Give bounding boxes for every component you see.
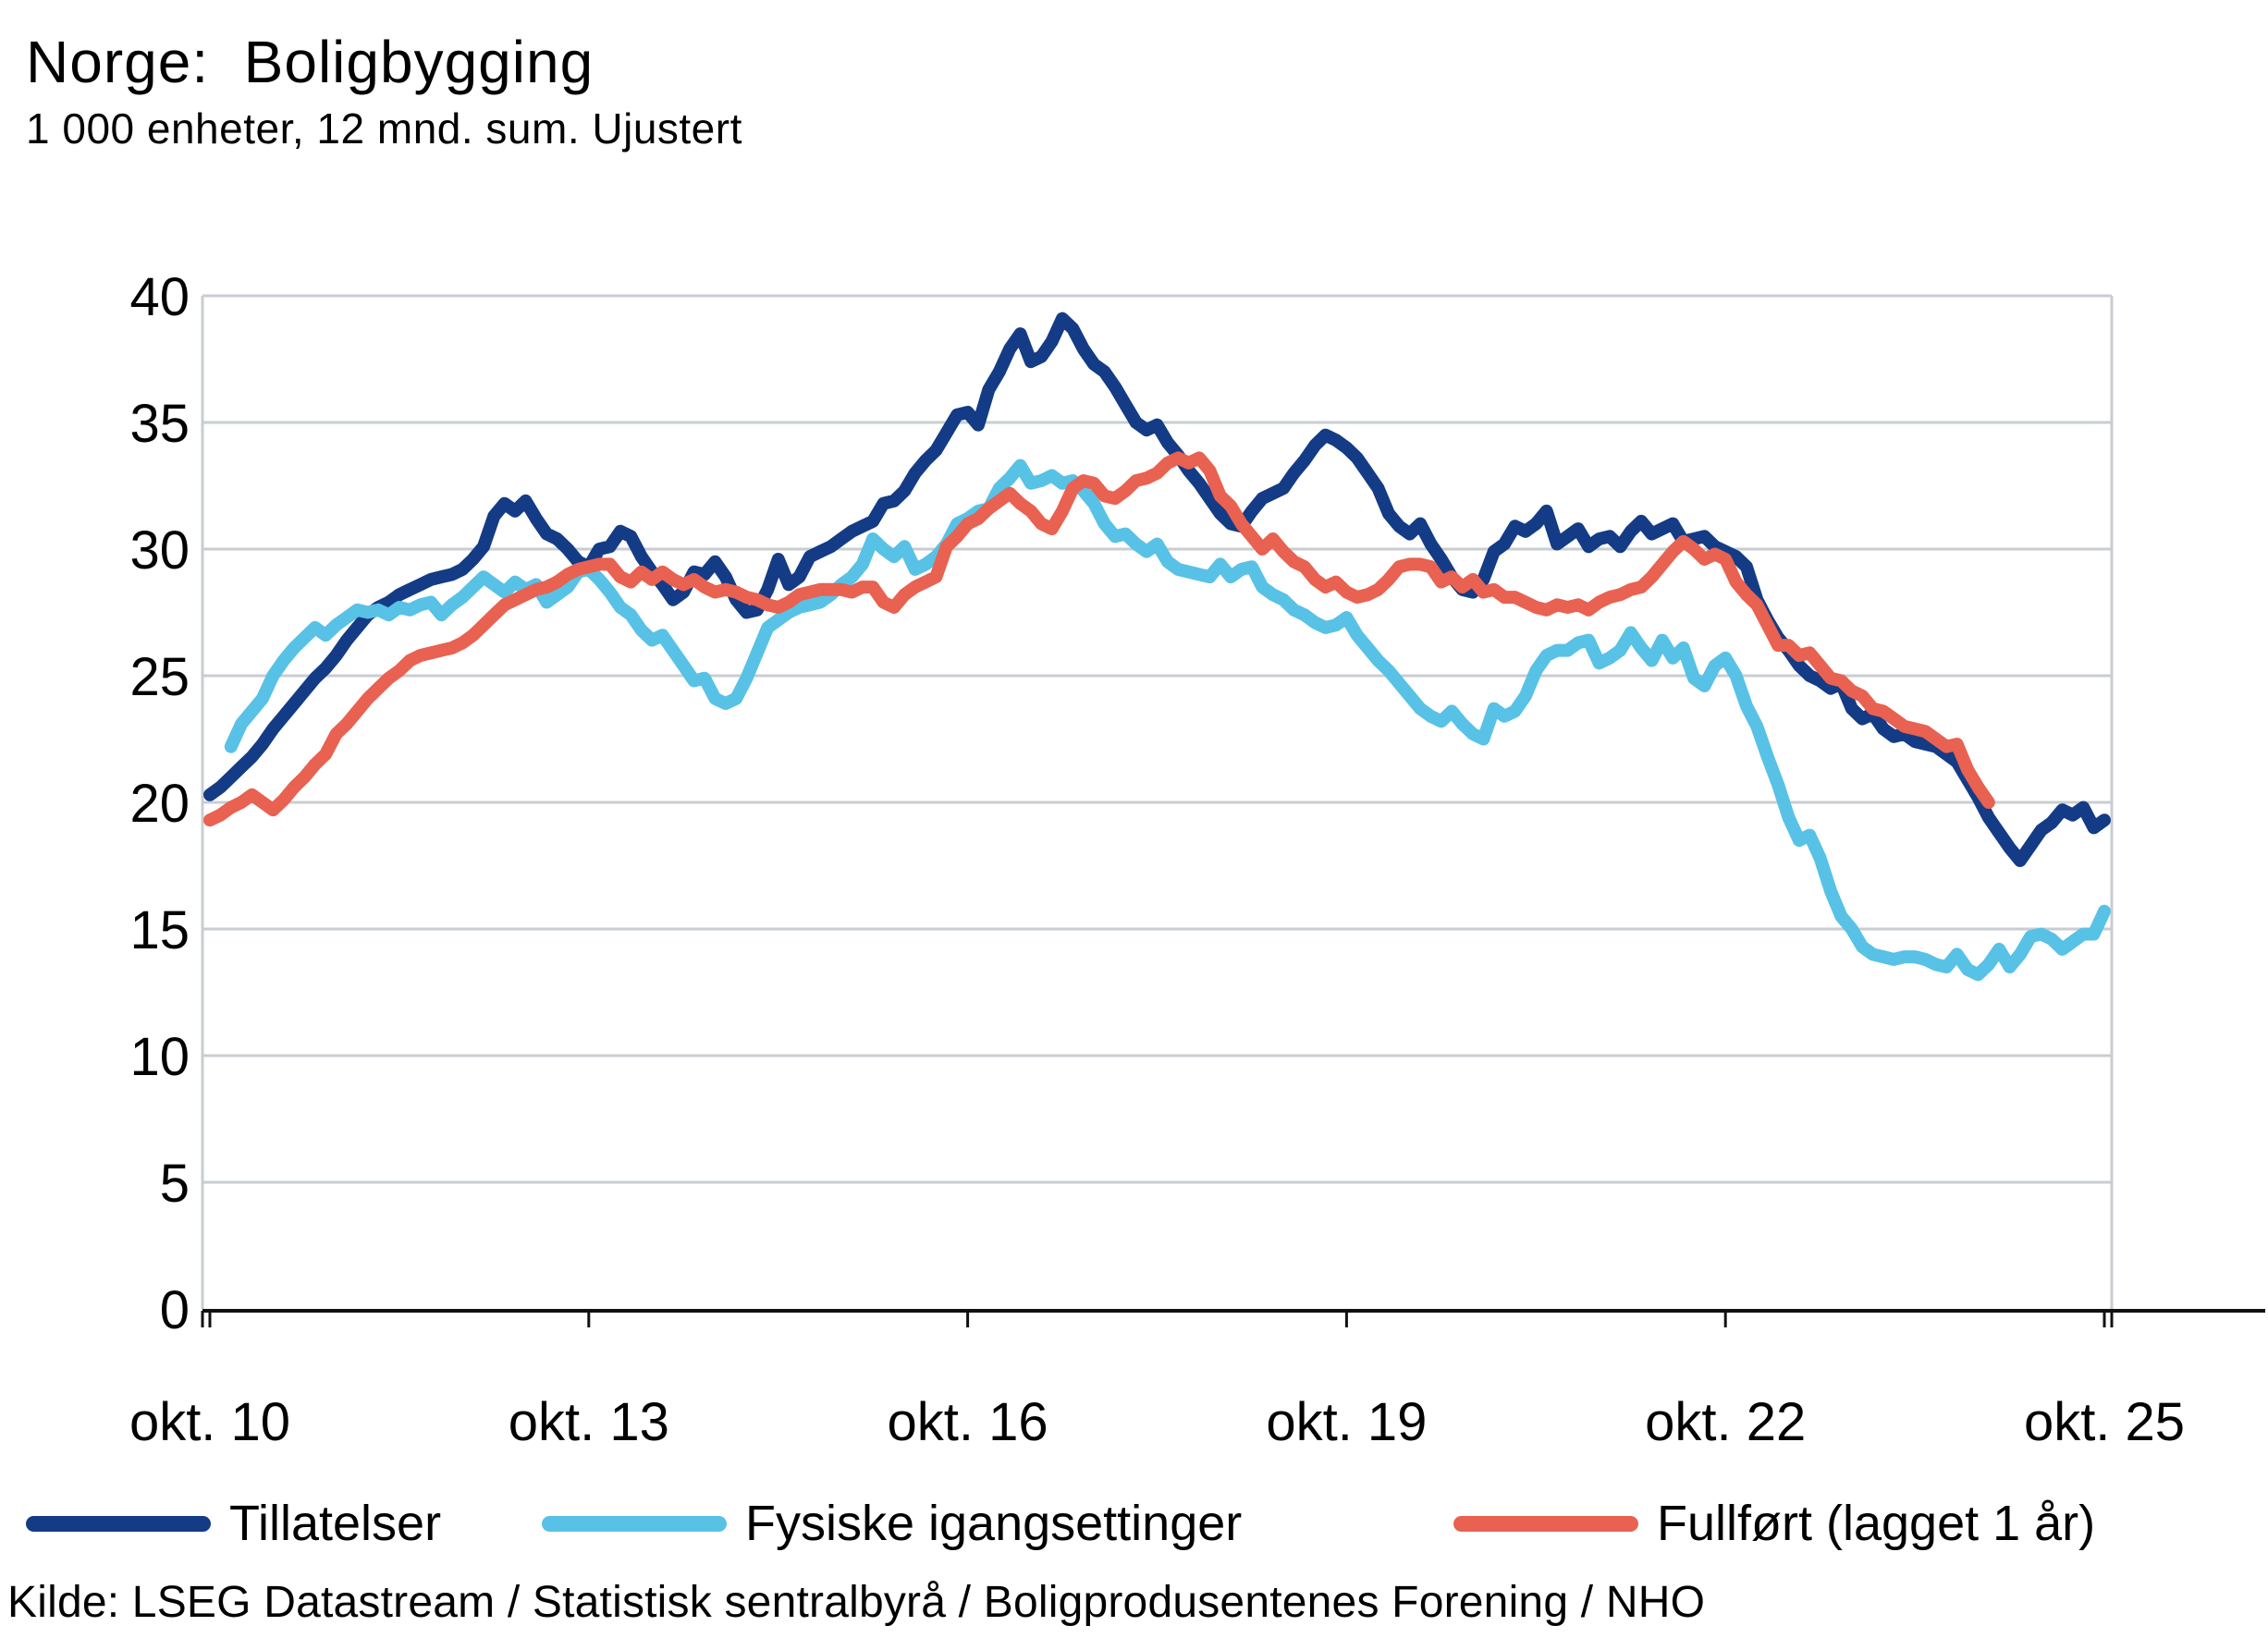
y-axis-label-0: 0 [160, 1280, 190, 1340]
source-attribution: Kilde: LSEG Datastream / Statistisk sent… [7, 1578, 1706, 1627]
legend-label-permits: Tillatelser [229, 1496, 442, 1551]
y-axis-label-10: 10 [129, 1027, 190, 1087]
chart-subtitle: 1 000 enheter, 12 mnd. sum. Ujustert [26, 104, 742, 153]
legend-label-starts: Fysiske igangsettinger [745, 1496, 1243, 1551]
legend-swatch-permits-line [26, 1515, 211, 1532]
legend-label-completed: Fullført (lagget 1 år) [1657, 1496, 2096, 1551]
x-axis-label-0: okt. 10 [129, 1392, 290, 1452]
y-axis-label-35: 35 [129, 394, 190, 454]
legend-swatch-starts-line [542, 1515, 727, 1532]
x-axis-label-1: okt. 13 [509, 1392, 669, 1452]
chart-legend: Tillatelser Fysiske igangsettinger Fullf… [0, 1486, 2268, 1560]
chart-title: Norge: Boligbygging [26, 29, 595, 95]
x-axis-label-4: okt. 22 [1645, 1392, 1806, 1452]
y-axis-label-5: 5 [160, 1154, 190, 1214]
y-axis-label-25: 25 [129, 647, 190, 707]
legend-swatch-completed-line [1453, 1515, 1638, 1532]
series-line-fysiske-igangsettinger [224, 458, 2111, 982]
x-axis-label-3: okt. 19 [1266, 1392, 1427, 1452]
y-axis-label-40: 40 [129, 267, 190, 327]
legend-item-fullfort-lagget: Fullført (lagget 1 år) [1453, 1486, 2095, 1560]
legend-item-tillatelser: Tillatelser [26, 1486, 441, 1560]
x-axis-label-2: okt. 16 [888, 1392, 1048, 1452]
y-axis-label-15: 15 [129, 900, 190, 960]
legend-item-fysiske-igangsettinger: Fysiske igangsettinger [542, 1486, 1242, 1560]
y-axis-label-30: 30 [129, 520, 190, 581]
series-line-fullf-rt-lagget-1-r [203, 451, 1995, 827]
x-axis-label-5: okt. 25 [2024, 1392, 2185, 1452]
y-axis-label-20: 20 [129, 774, 190, 834]
